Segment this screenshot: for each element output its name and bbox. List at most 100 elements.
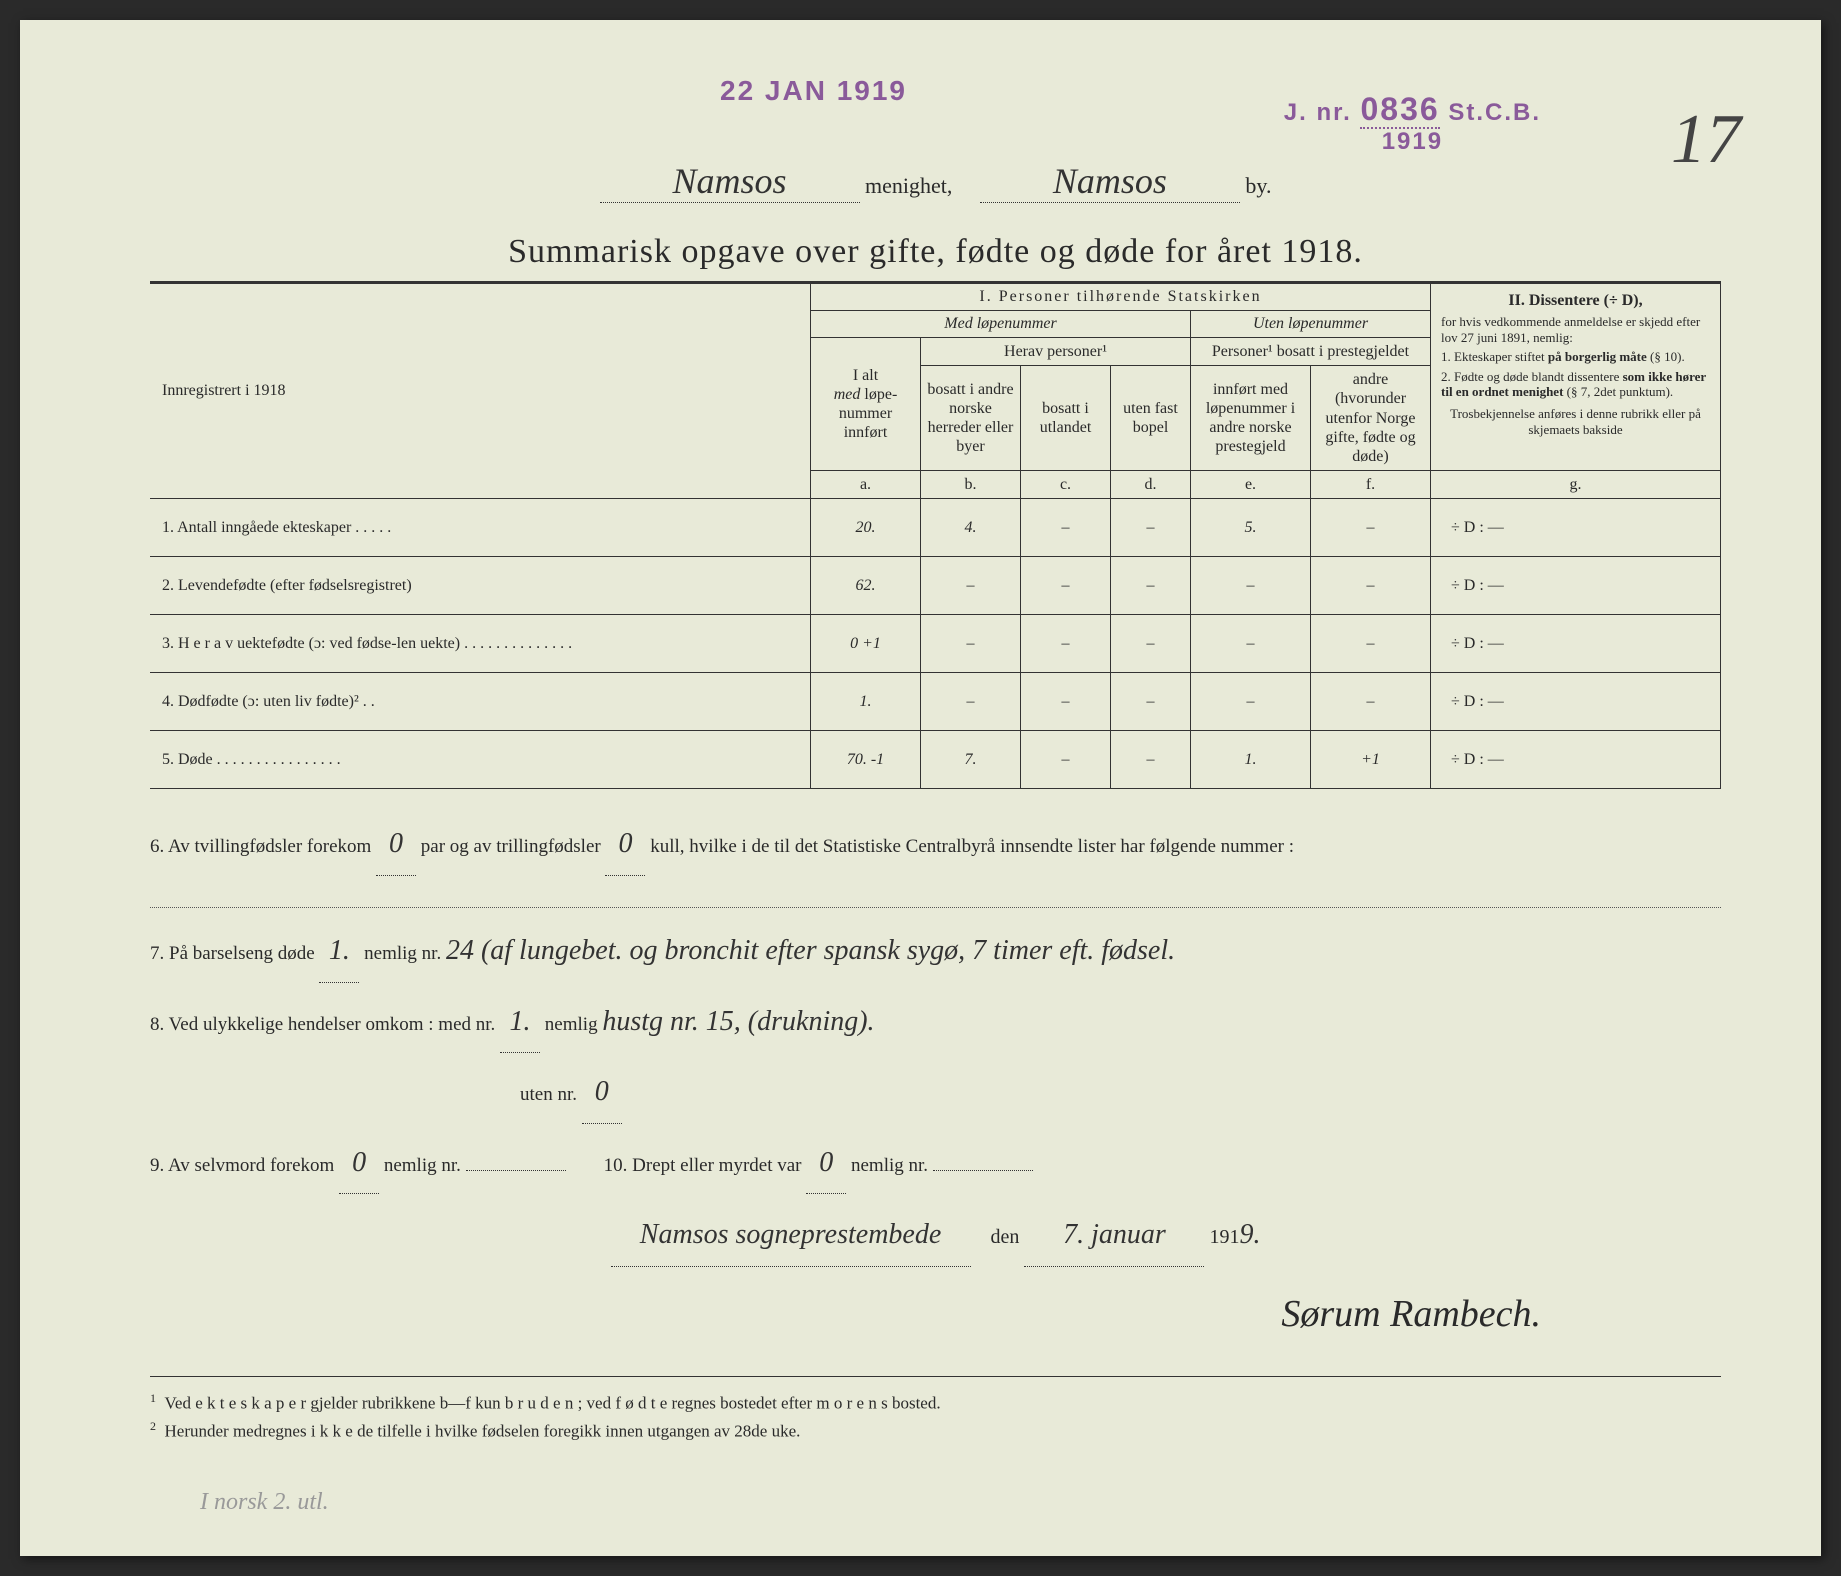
cell-a: 70. -1 <box>811 731 921 789</box>
cell-c: – <box>1021 731 1111 789</box>
cell-d: – <box>1111 615 1191 673</box>
col-c-header: bosatt i utlandet <box>1021 366 1111 471</box>
col-registered-header: Innregistrert i 1918 <box>150 283 811 499</box>
cell-b: – <box>921 557 1021 615</box>
signature: Sørum Rambech. <box>150 1273 1721 1357</box>
stamp-date: 22 JAN 1919 <box>720 75 907 107</box>
footnote-1: 1 Ved e k t e s k a p e r gjelder rubrik… <box>150 1389 1721 1417</box>
section2-item1: 1. Ekteskaper stiftet på borgerlig måte … <box>1441 349 1710 365</box>
cell-e: 5. <box>1191 499 1311 557</box>
line-9-10: 9. Av selvmord forekom 0 nemlig nr. 10. … <box>150 1132 1721 1195</box>
cell-f: – <box>1311 673 1431 731</box>
cell-b: – <box>921 615 1021 673</box>
cell-c: – <box>1021 499 1111 557</box>
document-title: Summarisk opgave over gifte, fødte og dø… <box>150 233 1721 271</box>
cell-e: – <box>1191 673 1311 731</box>
cell-a: 1. <box>811 673 921 731</box>
blank-line <box>150 888 1721 908</box>
section2-note: Trosbekjennelse anføres i denne rubrikk … <box>1441 406 1710 437</box>
below-text: 6. Av tvillingfødsler forekom 0 par og a… <box>150 813 1721 1356</box>
cell-c: – <box>1021 673 1111 731</box>
letter-c: c. <box>1021 471 1111 499</box>
stamp-journal-number: J. nr. 0836 St.C.B. 1919 <box>1284 90 1541 157</box>
table-row: 2. Levendefødte (efter fødselsregistret)… <box>150 557 1721 615</box>
cell-a: 0 +1 <box>811 615 921 673</box>
cell-a: 62. <box>811 557 921 615</box>
line-8: 8. Ved ulykkelige hendelser omkom : med … <box>150 991 1721 1054</box>
year-suffix: 9. <box>1239 1219 1260 1250</box>
cell-g: ÷ D : — <box>1431 673 1721 731</box>
l8-med-count: 1. <box>500 991 540 1054</box>
cell-c: – <box>1021 615 1111 673</box>
section2-title: II. Dissentere (÷ D), <box>1508 292 1642 309</box>
pencil-note: I norsk 2. utl. <box>200 1489 329 1516</box>
cell-f: +1 <box>1311 731 1431 789</box>
main-table: Innregistrert i 1918 I. Personer tilhøre… <box>150 281 1721 789</box>
cell-f: – <box>1311 499 1431 557</box>
triplets-count: 0 <box>605 813 645 876</box>
cell-g: ÷ D : — <box>1431 557 1721 615</box>
letter-a: a. <box>811 471 921 499</box>
l7-count: 1. <box>319 920 359 983</box>
header-line: Namsos menighet, Namsos by. <box>150 160 1721 203</box>
cell-d: – <box>1111 499 1191 557</box>
col-f-header: andre (hvorunder utenfor Norge gifte, fø… <box>1311 366 1431 471</box>
parish-name: Namsos <box>600 160 860 203</box>
section1-header: I. Personer tilhørende Statskirken <box>811 283 1431 311</box>
town-name: Namsos <box>980 160 1240 203</box>
row-label: 5. Døde . . . . . . . . . . . . . . . . <box>150 731 811 789</box>
section2-header: II. Dissentere (÷ D), for hvis vedkommen… <box>1431 283 1721 471</box>
cell-g: ÷ D : — <box>1431 499 1721 557</box>
l10-count: 0 <box>806 1132 846 1195</box>
table-row: 4. Dødfødte (ɔ: uten liv fødte)² . .1.––… <box>150 673 1721 731</box>
cell-c: – <box>1021 557 1111 615</box>
l8-detail: hustg nr. 15, (drukning). <box>602 1006 874 1037</box>
twins-count: 0 <box>376 813 416 876</box>
letter-e: e. <box>1191 471 1311 499</box>
col-a-header: I altmed løpe-nummerinnført <box>811 338 921 471</box>
document-page: 22 JAN 1919 J. nr. 0836 St.C.B. 1919 17 … <box>20 20 1821 1556</box>
section2-body1: for hvis vedkommende anmeldelse er skjed… <box>1441 314 1710 345</box>
parish-label: menighet, <box>865 173 952 198</box>
section2-item2: 2. Fødte og døde blandt dissentere som i… <box>1441 369 1710 400</box>
cell-d: – <box>1111 557 1191 615</box>
cell-e: 1. <box>1191 731 1311 789</box>
l8-uten-count: 0 <box>582 1061 622 1124</box>
cell-b: – <box>921 673 1021 731</box>
jnr-number: 0836 <box>1360 91 1439 129</box>
table-row: 5. Døde . . . . . . . . . . . . . . . .7… <box>150 731 1721 789</box>
date-signed: 7. januar <box>1024 1204 1204 1267</box>
place-signed: Namsos sogneprestembede <box>611 1204 971 1267</box>
cell-b: 7. <box>921 731 1021 789</box>
letter-f: f. <box>1311 471 1431 499</box>
jnr-prefix: J. nr. <box>1284 99 1352 126</box>
cell-e: – <box>1191 557 1311 615</box>
cell-e: – <box>1191 615 1311 673</box>
herav-header: Herav personer¹ <box>921 338 1191 366</box>
col-e-header: innført med løpenummer i andre norske pr… <box>1191 366 1311 471</box>
town-label: by. <box>1245 173 1271 198</box>
col-d-header: uten fast bopel <box>1111 366 1191 471</box>
l9-count: 0 <box>339 1132 379 1195</box>
letter-d: d. <box>1111 471 1191 499</box>
line-8b: uten nr. 0 <box>150 1061 1721 1124</box>
cell-g: ÷ D : — <box>1431 615 1721 673</box>
col-b-header: bosatt i andre norske herreder eller bye… <box>921 366 1021 471</box>
table-row: 1. Antall inngåede ekteskaper . . . . .2… <box>150 499 1721 557</box>
footnote-2: 2 Herunder medregnes i k k e de tilfelle… <box>150 1417 1721 1445</box>
row-label: 4. Dødfødte (ɔ: uten liv fødte)² . . <box>150 673 811 731</box>
page-number: 17 <box>1671 100 1741 180</box>
cell-f: – <box>1311 557 1431 615</box>
row-label: 3. H e r a v uektefødte (ɔ: ved fødse-le… <box>150 615 811 673</box>
row-label: 1. Antall inngåede ekteskaper . . . . . <box>150 499 811 557</box>
signing-line: Namsos sogneprestembede den 7. januar 19… <box>150 1204 1721 1267</box>
jnr-year: 1919 <box>1382 128 1443 155</box>
l7-detail: 24 (af lungebet. og bronchit efter spans… <box>446 935 1175 966</box>
uten-lope-header: Uten løpenummer <box>1191 311 1431 338</box>
line-7: 7. På barselseng døde 1. nemlig nr. 24 (… <box>150 920 1721 983</box>
cell-g: ÷ D : — <box>1431 731 1721 789</box>
cell-f: – <box>1311 615 1431 673</box>
letter-g: g. <box>1431 471 1721 499</box>
table-row: 3. H e r a v uektefødte (ɔ: ved fødse-le… <box>150 615 1721 673</box>
cell-d: – <box>1111 673 1191 731</box>
